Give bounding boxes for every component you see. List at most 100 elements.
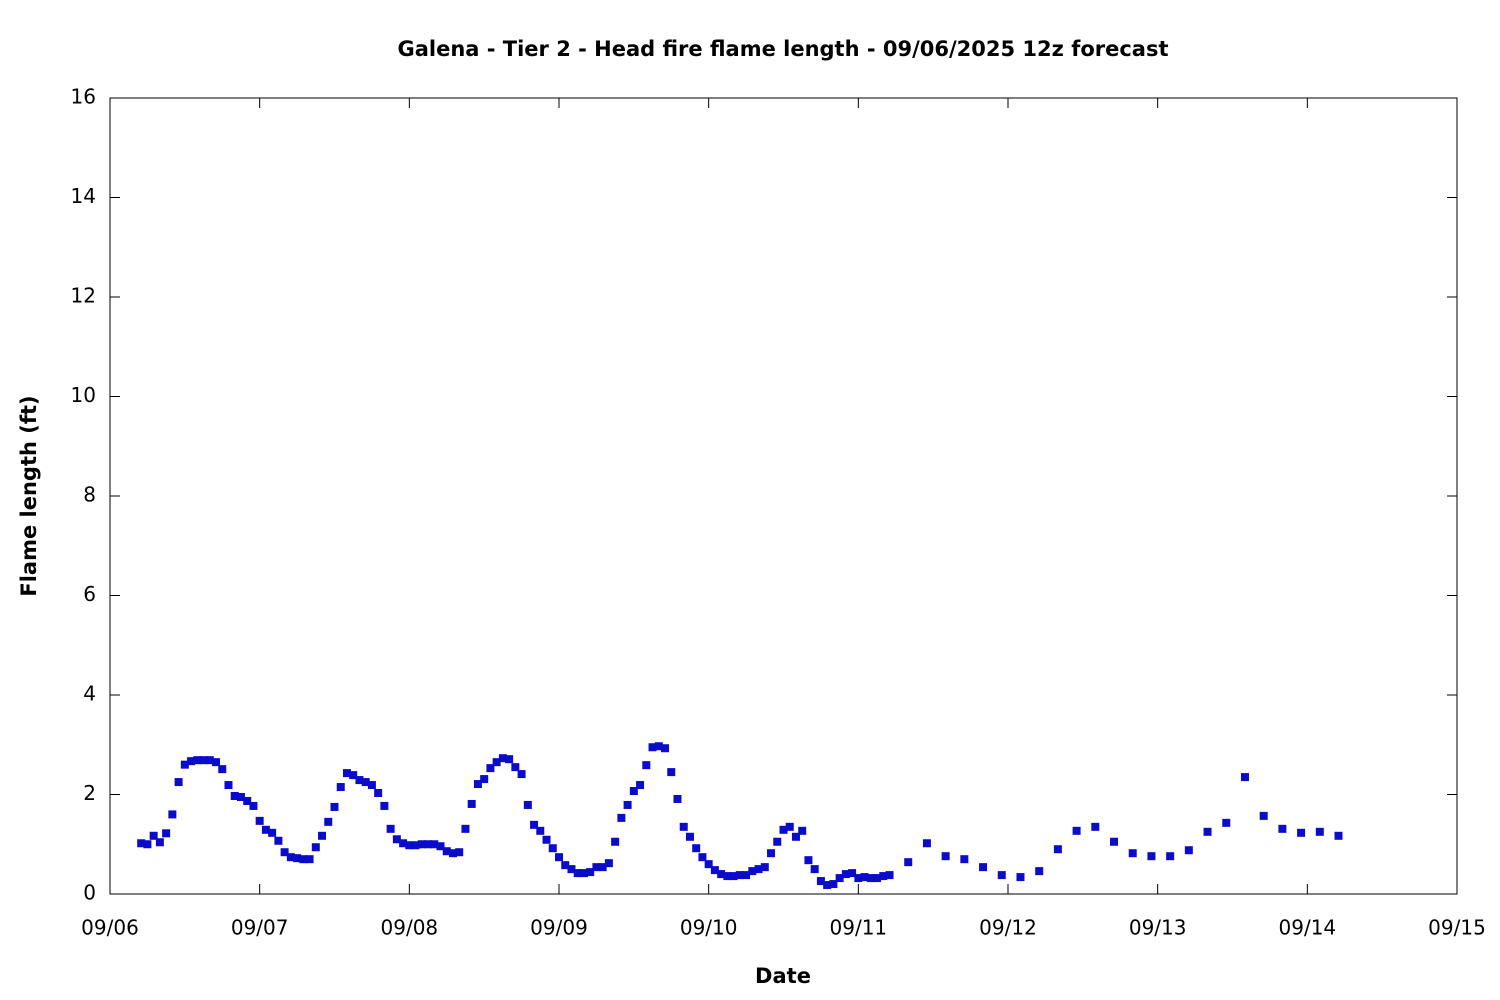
point [511,763,520,772]
point [617,813,626,822]
point [530,820,539,829]
point [629,787,638,796]
x-tick-label: 09/14 [1279,916,1337,940]
point [492,758,501,767]
point [692,844,701,853]
point [623,800,632,809]
point [854,874,863,883]
point [380,801,389,810]
x-tick-label: 09/13 [1129,916,1187,940]
point [654,742,663,751]
y-tick-label: 10 [71,383,96,407]
point [424,840,433,849]
point [311,843,320,852]
point [187,757,196,766]
point [261,825,270,834]
point [392,835,401,844]
point [430,840,439,849]
point [405,841,414,850]
point [155,838,164,847]
point [885,871,894,880]
point [767,849,776,858]
point [960,855,969,864]
point [773,837,782,846]
x-axis-label: Date [755,964,811,988]
x-tick-label: 09/07 [231,916,289,940]
point [723,872,732,881]
point [1053,845,1062,854]
point [324,817,333,826]
point [848,869,857,878]
y-tick-label: 2 [83,781,96,805]
point [361,778,370,787]
point [461,824,470,833]
x-tick-label: 09/06 [81,916,139,940]
point [480,775,489,784]
point [1072,826,1081,835]
point [604,859,613,868]
point [355,776,364,785]
point [823,881,832,890]
x-tick-label: 09/11 [830,916,888,940]
point [1147,852,1156,861]
point [548,844,557,853]
point [979,863,988,872]
point [1166,852,1175,861]
point [386,824,395,833]
point [804,856,813,865]
point [829,880,838,889]
point [367,781,376,790]
point [336,783,345,792]
point [698,853,707,862]
point [411,841,420,850]
point [249,801,258,810]
point [679,822,688,831]
point [879,872,888,881]
point [810,865,819,874]
point [1334,831,1343,840]
point [779,825,788,834]
point [685,832,694,841]
point [212,758,221,767]
point [205,756,214,765]
point [579,869,588,878]
point [342,769,351,778]
point [791,832,800,841]
point [143,840,152,849]
point [748,867,757,876]
point [168,810,177,819]
point [1222,818,1231,827]
point [785,822,794,831]
y-tick-label: 16 [71,85,96,109]
point [866,874,875,883]
point [873,874,882,883]
point [199,756,208,765]
point [180,760,189,769]
point [922,839,931,848]
y-tick-label: 0 [83,881,96,905]
point [1259,811,1268,820]
x-tick-label: 09/09 [530,916,588,940]
point [274,836,283,845]
point [349,771,358,780]
point [586,868,595,877]
point [592,863,601,872]
point [555,853,563,862]
point [455,848,464,857]
y-tick-label: 4 [83,682,96,706]
point [467,799,476,808]
point [149,831,158,840]
point [330,802,339,811]
point [1016,873,1025,882]
point [436,842,445,851]
point [742,871,751,880]
point [1240,773,1249,782]
point [498,754,507,763]
point [841,870,850,879]
x-tick-label: 09/08 [381,916,439,940]
y-tick-label: 12 [71,284,96,308]
point [816,877,825,886]
